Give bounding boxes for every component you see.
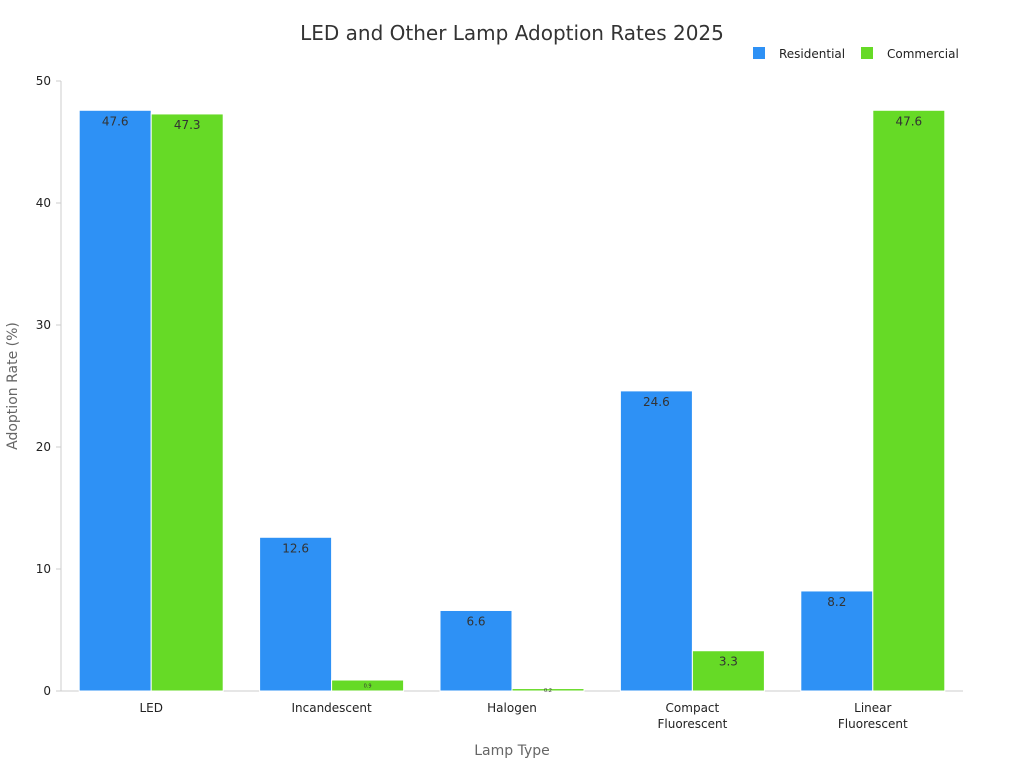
- y-tick-label: 10: [36, 562, 51, 576]
- bar-value-label: 6.6: [466, 614, 485, 628]
- bars: [78, 109, 946, 692]
- bar-labels: 47.6 47.3 12.6 0.9 6.6 0.2 24.6 3.3 8.2 47.6: [102, 114, 922, 694]
- y-tick-label: 30: [36, 318, 51, 332]
- x-axis: LED Incandescent Halogen Compact Fluorescent…: [61, 690, 963, 731]
- bar-value-label: 47.3: [174, 118, 201, 132]
- bar-commercial: [150, 113, 224, 692]
- bar-value-label: 8.2: [827, 595, 846, 609]
- x-tick-label: LED: [139, 701, 163, 715]
- y-axis-title: Adoption Rate (%): [5, 322, 21, 450]
- legend: Residential Commercial: [753, 47, 959, 61]
- x-axis-title: Lamp Type: [474, 743, 550, 759]
- y-tick-label: 20: [36, 440, 51, 454]
- legend-label-commercial: Commercial: [887, 47, 959, 61]
- bar-commercial: [511, 688, 585, 692]
- legend-label-residential: Residential: [779, 47, 845, 61]
- y-axis: 0 10 20 30 40 50: [36, 74, 62, 698]
- bar-commercial: [331, 679, 405, 692]
- legend-swatch-commercial: [861, 47, 873, 59]
- x-tick-label: Incandescent: [291, 701, 372, 715]
- x-tick-label: Compact Fluorescent: [658, 701, 728, 731]
- bar-value-label: 3.3: [719, 655, 738, 669]
- y-tick-label: 40: [36, 196, 51, 210]
- y-tick-label: 50: [36, 74, 51, 88]
- bar-value-label: 24.6: [643, 395, 670, 409]
- bar-residential: [619, 390, 693, 692]
- bar-value-label: 0.2: [544, 688, 552, 694]
- bar-residential: [439, 609, 513, 692]
- x-tick-label: Halogen: [487, 701, 537, 715]
- bar-commercial: [872, 109, 946, 692]
- bar-value-label: 47.6: [102, 114, 129, 128]
- bar-residential: [78, 109, 152, 692]
- bar-value-label: 47.6: [895, 114, 922, 128]
- bar-value-label: 12.6: [282, 541, 309, 555]
- bar-value-label: 0.9: [364, 684, 372, 690]
- bar-commercial: [691, 650, 765, 692]
- x-tick-label: Linear Fluorescent: [838, 701, 908, 731]
- bar-residential: [259, 536, 333, 692]
- bar-residential: [800, 590, 874, 692]
- legend-swatch-residential: [753, 47, 765, 59]
- chart-title: LED and Other Lamp Adoption Rates 2025: [300, 21, 724, 45]
- y-tick-label: 0: [43, 684, 51, 698]
